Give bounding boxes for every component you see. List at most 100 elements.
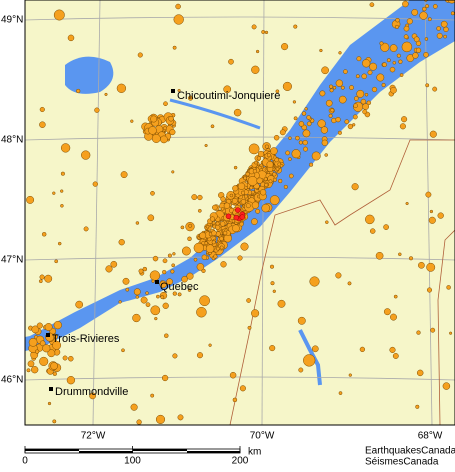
earthquake	[53, 320, 62, 330]
lon-labels: 72°W 70°W 68°W	[81, 431, 443, 442]
lat-labels: 49°N 48°N 47°N 46°N	[1, 15, 23, 386]
earthquake	[121, 348, 125, 353]
earthquake	[137, 52, 143, 58]
earthquake	[240, 242, 249, 251]
earthquake	[171, 170, 175, 174]
earthquake	[422, 6, 427, 12]
earthquake	[44, 274, 53, 283]
earthquake	[340, 85, 345, 90]
city-marker	[46, 333, 50, 337]
earthquake	[66, 376, 76, 385]
earthquake	[381, 82, 386, 88]
earthquake	[367, 70, 373, 75]
earthquake	[270, 281, 275, 286]
earthquake	[324, 153, 328, 157]
scale-bar: km 0 100 200	[22, 446, 261, 467]
earthquake	[142, 266, 148, 272]
recent-earthquake	[239, 214, 246, 220]
earthquake	[160, 295, 165, 300]
earthquake	[60, 189, 64, 193]
earthquake	[355, 74, 360, 79]
lon-label: 68°W	[418, 431, 443, 442]
earthquake	[44, 323, 53, 331]
earthquake	[361, 73, 367, 80]
earthquake	[348, 373, 352, 377]
earthquake	[356, 56, 362, 62]
city-marker	[49, 387, 53, 391]
earthquake	[150, 305, 161, 316]
earthquake	[398, 252, 402, 257]
earthquake	[211, 240, 216, 245]
earthquake	[81, 150, 91, 160]
earthquake	[210, 124, 215, 129]
earthquake	[204, 143, 208, 148]
earthquake	[154, 316, 158, 321]
earthquake	[167, 253, 172, 258]
earthquake	[343, 69, 348, 74]
earthquake	[246, 298, 251, 303]
earthquake	[338, 95, 347, 104]
earthquake	[231, 197, 238, 204]
earthquake	[309, 276, 320, 287]
earthquake	[261, 30, 266, 34]
earthquake	[349, 85, 354, 91]
earthquake	[429, 209, 434, 214]
earthquake	[145, 302, 151, 308]
earthquake	[328, 113, 333, 118]
earthquake	[223, 85, 232, 94]
recent-earthquake	[233, 214, 240, 221]
earthquake	[148, 126, 157, 135]
earthquake	[187, 95, 194, 101]
earthquake	[162, 258, 168, 264]
earthquake	[54, 259, 59, 264]
graticule	[25, 0, 455, 425]
earthquake	[426, 287, 433, 293]
scale-label: 100	[124, 456, 141, 467]
earthquake	[199, 232, 207, 239]
earthquake	[415, 47, 422, 53]
earthquake	[443, 34, 447, 39]
earthquake	[306, 121, 312, 127]
earthquake	[215, 246, 220, 251]
earthquake	[330, 108, 335, 113]
earthquake	[319, 48, 323, 53]
earthquake	[237, 182, 246, 190]
earthquake	[110, 260, 118, 268]
earthquake	[365, 214, 375, 225]
earthquake	[269, 345, 276, 352]
scale-unit: km	[248, 447, 261, 458]
earthquake	[382, 62, 387, 68]
earthquake	[164, 333, 169, 338]
earthquake	[249, 185, 254, 190]
earthquake	[175, 3, 181, 10]
earthquake	[160, 135, 168, 144]
earthquake	[275, 89, 280, 94]
earthquake	[155, 414, 166, 424]
lat-label: 49°N	[1, 15, 23, 26]
earthquake	[177, 414, 184, 421]
earthquake	[408, 256, 414, 261]
earthquake	[209, 216, 216, 222]
earthquake	[450, 11, 455, 16]
earthquake	[116, 83, 127, 93]
earthquake	[347, 281, 352, 286]
earthquake	[104, 92, 108, 96]
earthquake	[338, 391, 343, 395]
earthquake	[31, 325, 40, 334]
earthquake	[257, 165, 262, 170]
earthquake	[240, 190, 246, 195]
earthquake	[53, 9, 65, 21]
earthquake	[298, 121, 305, 127]
earthquake	[132, 313, 141, 323]
st-lawrence-river	[25, 0, 455, 351]
earthquake	[243, 194, 248, 199]
earthquake	[321, 66, 329, 75]
earthquake	[187, 236, 192, 242]
earthquake	[39, 356, 49, 366]
earthquake	[52, 340, 62, 350]
earthquake	[47, 401, 52, 406]
earthquake	[135, 221, 140, 225]
earthquake	[337, 130, 342, 135]
earthquake	[251, 24, 257, 30]
